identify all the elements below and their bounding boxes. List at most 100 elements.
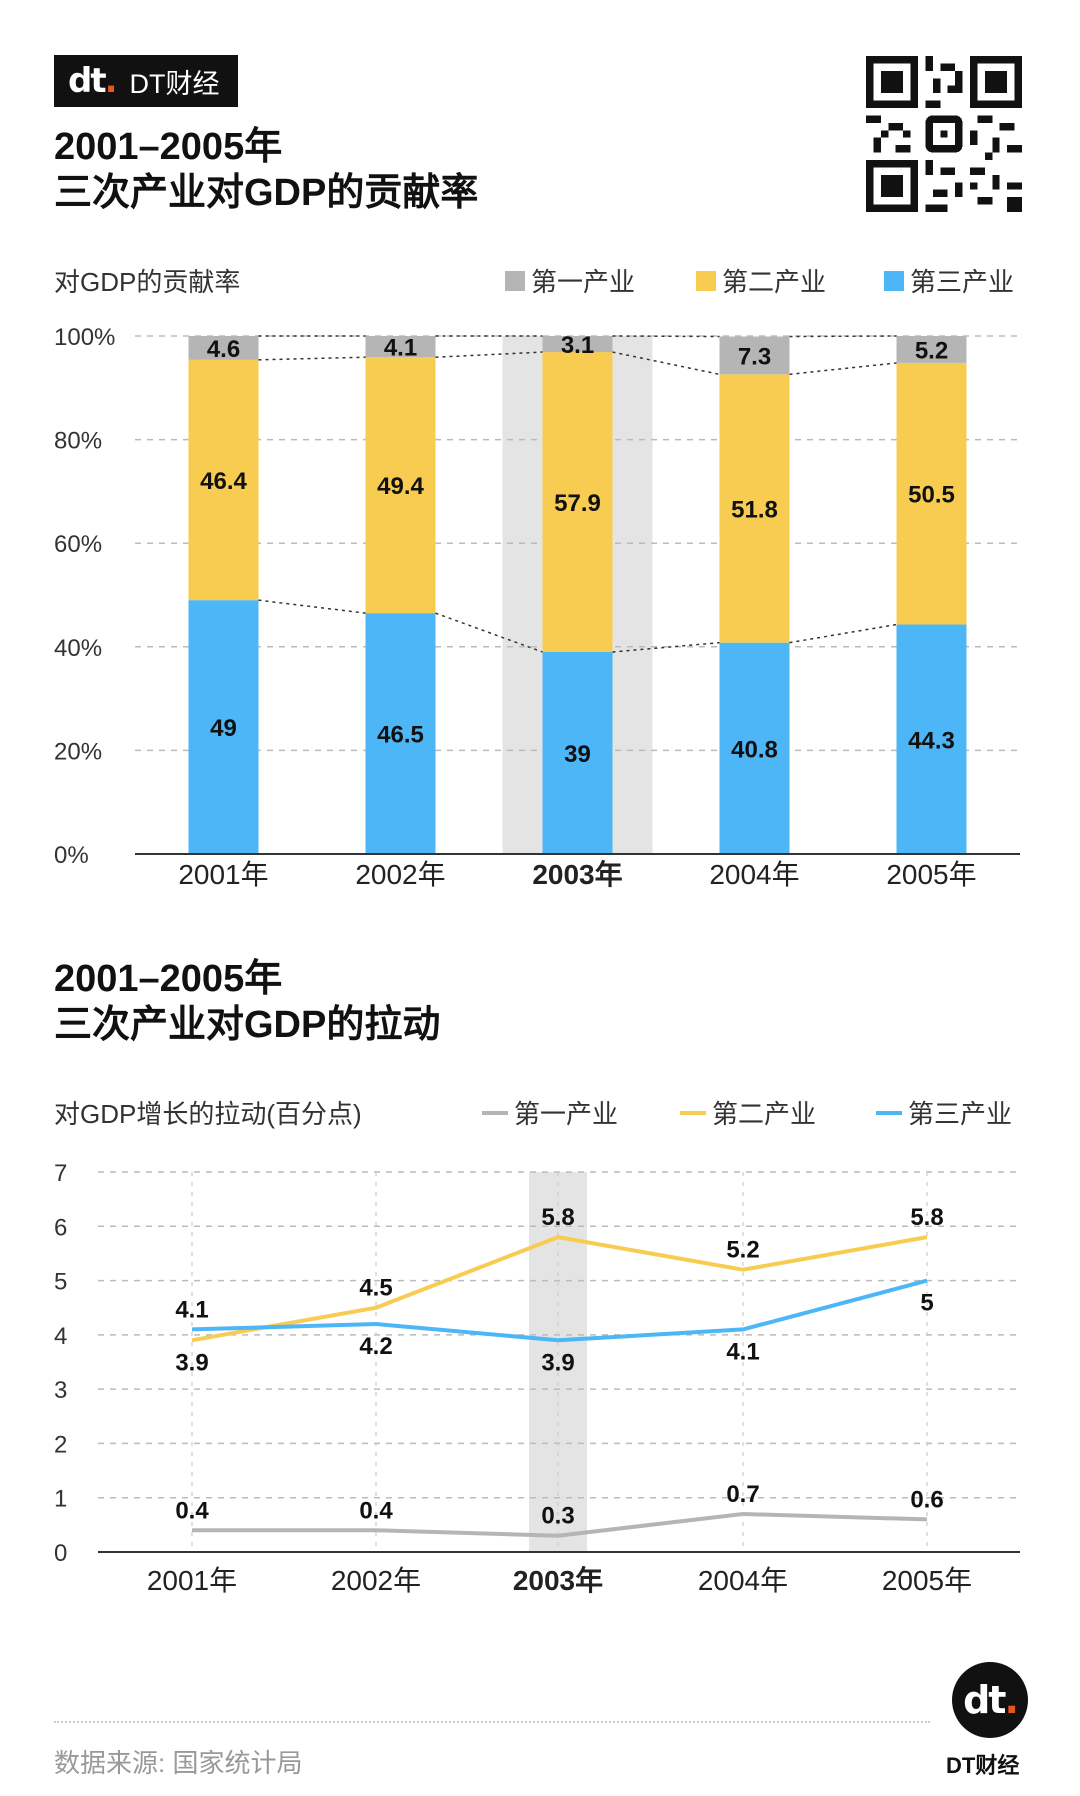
bar-segment (188, 359, 259, 601)
x-tick-label: 2003年 (513, 1564, 603, 1596)
legend-swatch-icon (505, 270, 525, 291)
footer-divider (54, 1721, 930, 1723)
chart2-legend-primary: 第一产业 (482, 1094, 618, 1131)
data-label: 5.8 (541, 1204, 574, 1231)
data-label: 5.2 (726, 1237, 759, 1264)
y-tick-label: 4 (54, 1323, 67, 1350)
x-tick-label: 2005年 (882, 1565, 972, 1596)
series-line (191, 1278, 928, 1343)
chart1-legend-primary: 第一产业 (505, 262, 635, 299)
connector-line (612, 351, 720, 376)
data-label: 4.1 (384, 335, 417, 362)
data-source: 数据来源: 国家统计局 (54, 1748, 303, 1778)
y-tick-label: 100% (54, 324, 115, 351)
data-label: 39 (564, 741, 591, 768)
data-label: 3.1 (561, 332, 594, 359)
y-tick-label: 5 (54, 1269, 67, 1296)
qr-code-icon (866, 56, 1022, 212)
y-tick-label: 40% (54, 635, 102, 662)
x-tick-label: 2002年 (355, 859, 445, 890)
data-label: 4.5 (359, 1275, 392, 1302)
data-label: 46.4 (200, 468, 247, 495)
data-label: 0.4 (175, 1497, 209, 1524)
x-tick-label: 2001年 (147, 1565, 237, 1596)
bar-segment (365, 336, 436, 358)
chart2-y-label: 对GDP增长的拉动(百分点) (54, 1099, 362, 1129)
bar-segment (719, 642, 790, 854)
bar-segment (719, 336, 790, 375)
y-tick-label: 0 (54, 1540, 67, 1567)
dt-logo-icon: dt. (68, 61, 118, 101)
data-label: 49.4 (377, 473, 424, 500)
x-tick-label: 2001年 (178, 859, 268, 890)
bar-segment (896, 624, 967, 854)
y-tick-label: 6 (54, 1214, 67, 1241)
data-label: 0.3 (541, 1503, 574, 1530)
chart1-legend-tertiary: 第三产业 (884, 262, 1014, 299)
data-label: 7.3 (738, 343, 771, 370)
y-tick-label: 7 (54, 1160, 67, 1187)
dt-badge-icon: dt. (952, 1662, 1028, 1738)
legend-line-icon (482, 1110, 508, 1115)
data-label: 50.5 (908, 482, 955, 509)
chart1-legend-secondary: 第二产业 (696, 262, 826, 299)
data-label: 5.2 (915, 337, 948, 364)
y-tick-label: 80% (54, 428, 102, 455)
x-tick-label: 2005年 (886, 859, 976, 890)
data-label: 40.8 (731, 736, 778, 763)
bar-segment (719, 374, 790, 643)
data-label: 46.5 (377, 722, 424, 749)
data-label: 49 (210, 715, 237, 742)
chart2-title: 2001–2005年 三次产业对GDP的拉动 (54, 958, 441, 1046)
legend-swatch-icon (696, 270, 716, 291)
data-label: 5 (920, 1290, 933, 1317)
x-tick-label: 2002年 (331, 1565, 421, 1596)
chart2-legend-tertiary: 第三产业 (876, 1094, 1012, 1131)
legend-line-icon (876, 1110, 902, 1115)
data-label: 0.7 (726, 1481, 759, 1508)
x-tick-label: 2003年 (532, 858, 622, 890)
data-label: 4.1 (726, 1338, 759, 1365)
bar-segment (542, 336, 613, 353)
contribution-stacked-bar-chart: 0% 20% 40% 60% 80% 100% 49 46.4 4.6 2001年 46.5 49.4… (54, 324, 1020, 890)
bar-segment (542, 651, 613, 854)
data-label: 4.6 (207, 336, 240, 363)
connector-line (258, 599, 366, 614)
x-tick-label: 2004年 (698, 1565, 788, 1596)
series-line (192, 1512, 928, 1538)
data-label: 4.1 (175, 1296, 208, 1323)
y-tick-label: 1 (54, 1486, 67, 1513)
data-label: 51.8 (731, 496, 778, 523)
data-label: 57.9 (554, 490, 601, 517)
data-label: 0.6 (910, 1486, 943, 1513)
bar-segment (542, 352, 613, 652)
chart1-y-label: 对GDP的贡献率 (54, 267, 241, 297)
x-tick-label: 2004年 (709, 859, 799, 890)
data-label: 44.3 (908, 727, 955, 754)
y-tick-label: 2 (54, 1431, 67, 1458)
y-tick-label: 60% (54, 531, 102, 558)
brand-name: DT财经 (129, 68, 220, 99)
bar-segment (365, 613, 436, 854)
series-line (191, 1235, 928, 1343)
y-tick-label: 3 (54, 1377, 67, 1404)
data-label: 5.8 (910, 1204, 943, 1231)
footer-brand: DT财经 (946, 1753, 1020, 1778)
bar-segment (188, 600, 259, 854)
bar-segment (365, 357, 436, 614)
brand-logo: dt. DT财经 (54, 55, 238, 107)
connector-line (258, 356, 366, 361)
chart2-legend-secondary: 第二产业 (680, 1094, 816, 1131)
connector-line (789, 362, 897, 376)
connector-line (789, 623, 897, 644)
y-tick-label: 0% (54, 842, 89, 869)
legend-line-icon (680, 1110, 706, 1115)
bar-segment (896, 336, 967, 363)
chart1-title: 2001–2005年 三次产业对GDP的贡献率 (54, 126, 479, 214)
data-label: 3.9 (541, 1349, 574, 1376)
y-tick-label: 20% (54, 738, 102, 765)
bar-segment (188, 336, 259, 360)
data-label: 4.2 (359, 1333, 392, 1360)
legend-swatch-icon (884, 270, 904, 291)
data-label: 0.4 (359, 1497, 393, 1524)
